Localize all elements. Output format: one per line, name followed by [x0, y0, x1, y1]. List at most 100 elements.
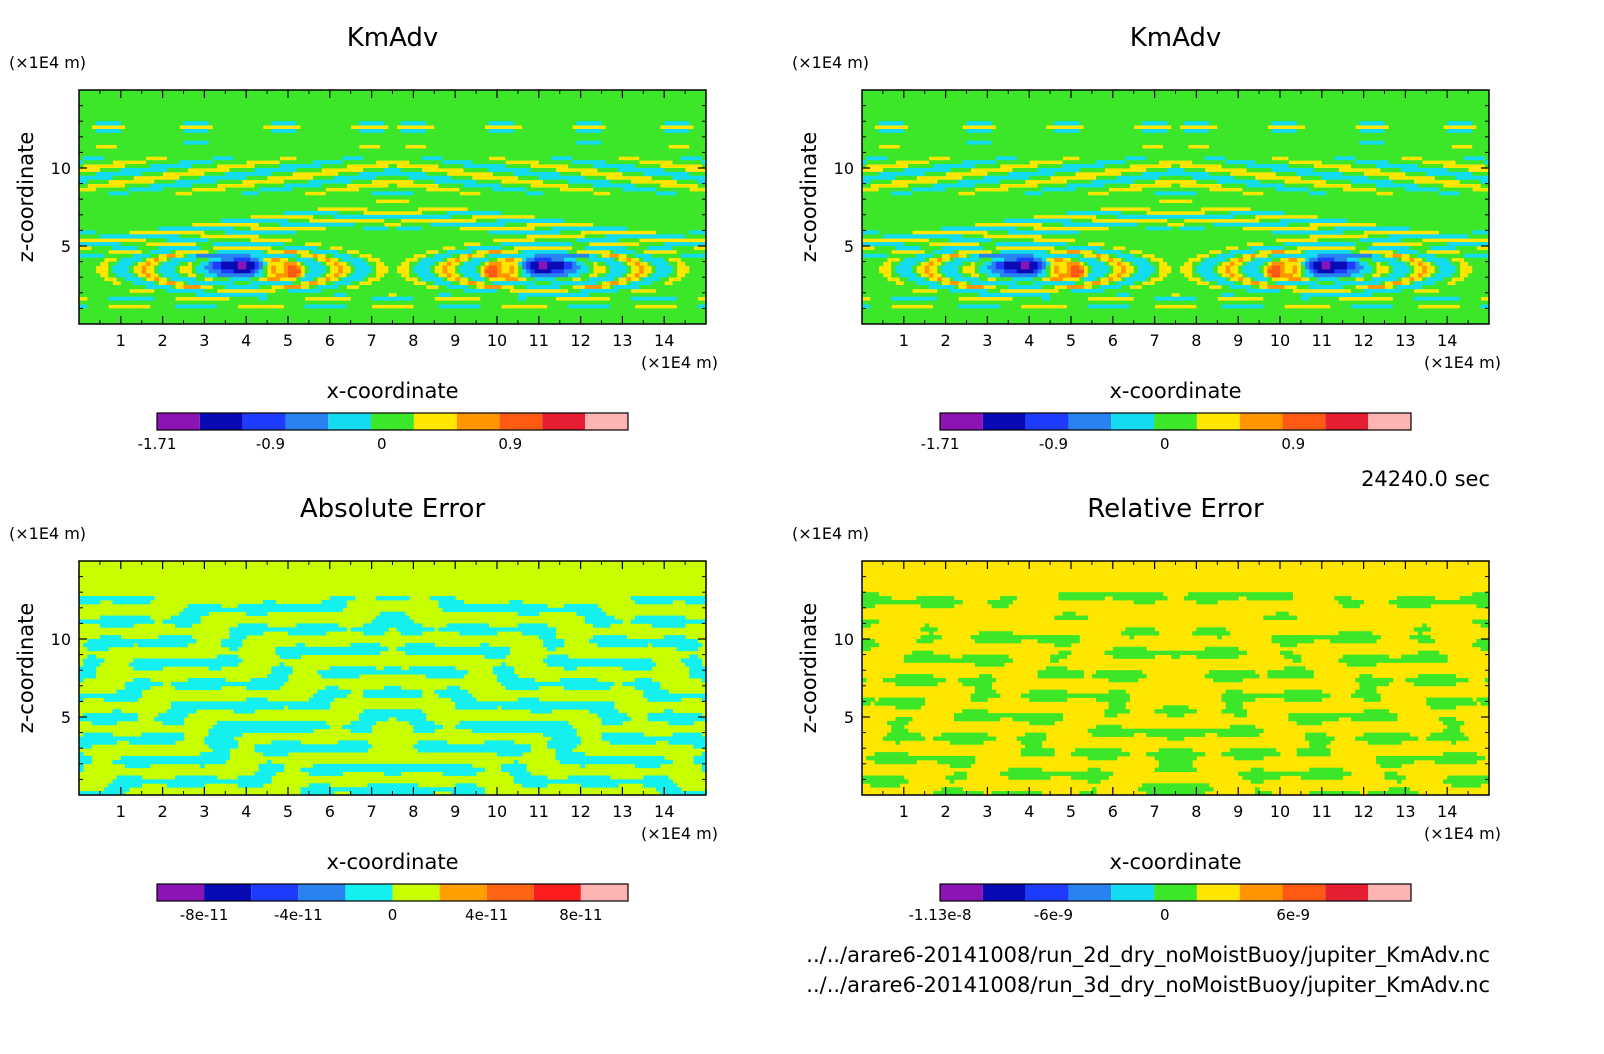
field-cell — [438, 156, 444, 161]
field-cell — [200, 183, 205, 188]
field-cell — [200, 148, 205, 153]
field-cell — [576, 148, 581, 153]
field-cell — [530, 136, 536, 142]
field-cell — [492, 179, 498, 184]
field-cell — [626, 222, 632, 227]
field-cell — [559, 105, 565, 110]
field-cell — [175, 183, 180, 188]
field-cell — [79, 113, 84, 118]
field-cell — [208, 93, 214, 99]
field-cell — [425, 191, 431, 196]
field-cell — [329, 160, 335, 165]
field-cell — [379, 97, 385, 103]
field-cell — [95, 160, 101, 165]
field-cell — [208, 210, 214, 216]
field-cell — [321, 144, 327, 149]
field-cell — [91, 179, 97, 184]
field-cell — [367, 132, 372, 138]
field-cell — [534, 140, 540, 145]
field-cell — [605, 136, 611, 142]
field-cell — [170, 97, 176, 103]
field-cell — [342, 140, 347, 145]
field-cell — [605, 90, 611, 95]
field-cell — [660, 109, 665, 114]
field-cell — [685, 234, 690, 239]
field-cell — [300, 132, 306, 138]
field-cell — [133, 93, 138, 99]
field-cell — [104, 171, 109, 177]
field-cell — [463, 90, 469, 95]
field-cell — [605, 187, 611, 192]
field-cell — [359, 214, 364, 220]
field-cell — [367, 191, 372, 196]
field-cell — [212, 152, 218, 157]
field-cell — [609, 90, 615, 95]
field-cell — [563, 218, 569, 223]
field-cell — [651, 156, 657, 161]
field-cell — [685, 105, 690, 110]
field-cell — [388, 152, 393, 157]
field-cell — [258, 121, 264, 126]
field-cell — [145, 109, 151, 114]
field-cell — [162, 140, 168, 145]
field-cell — [505, 199, 510, 204]
field-cell — [580, 152, 586, 157]
field-cell — [417, 187, 423, 192]
field-cell — [196, 218, 201, 223]
field-cell — [183, 238, 189, 243]
field-cell — [313, 125, 318, 130]
field-cell — [626, 109, 632, 114]
field-cell — [200, 93, 205, 99]
field-cell — [292, 195, 297, 200]
field-cell — [104, 199, 109, 204]
field-cell — [191, 234, 197, 239]
field-cell — [568, 121, 573, 126]
field-cell — [697, 105, 703, 110]
field-cell — [488, 97, 494, 103]
field-cell — [396, 144, 402, 149]
field-cell — [446, 117, 452, 122]
field-cell — [384, 187, 389, 192]
field-cell — [580, 121, 586, 126]
field-cell — [392, 207, 398, 212]
field-cell — [634, 226, 640, 231]
field-cell — [463, 214, 469, 220]
field-cell — [95, 218, 101, 223]
field-cell — [150, 152, 155, 157]
field-cell — [104, 222, 109, 227]
field-cell — [417, 226, 423, 231]
field-cell — [651, 199, 657, 204]
field-cell — [271, 148, 276, 153]
field-cell — [288, 171, 293, 177]
field-cell — [551, 230, 556, 235]
field-cell — [175, 234, 180, 239]
field-cell — [584, 203, 590, 208]
field-cell — [342, 191, 347, 196]
field-cell — [655, 195, 661, 200]
field-cell — [108, 156, 113, 161]
field-cell — [346, 214, 352, 220]
field-cell — [639, 105, 644, 110]
field-cell — [505, 129, 510, 134]
field-cell — [346, 129, 352, 134]
field-cell — [237, 105, 243, 110]
field-cell — [563, 125, 569, 130]
field-cell — [246, 144, 251, 149]
field-cell — [459, 195, 464, 200]
field-cell — [175, 156, 180, 161]
field-cell — [338, 164, 343, 169]
field-cell — [597, 164, 602, 169]
field-cell — [580, 226, 586, 231]
field-cell — [99, 90, 105, 95]
field-cell — [338, 175, 343, 181]
field-cell — [108, 121, 113, 126]
field-cell — [413, 156, 418, 161]
field-cell — [221, 199, 226, 204]
field-cell — [530, 97, 536, 103]
field-cell — [371, 222, 377, 227]
field-cell — [405, 226, 410, 231]
field-cell — [342, 171, 347, 177]
field-cell — [95, 234, 101, 239]
field-cell — [476, 132, 481, 138]
field-cell — [522, 218, 527, 223]
